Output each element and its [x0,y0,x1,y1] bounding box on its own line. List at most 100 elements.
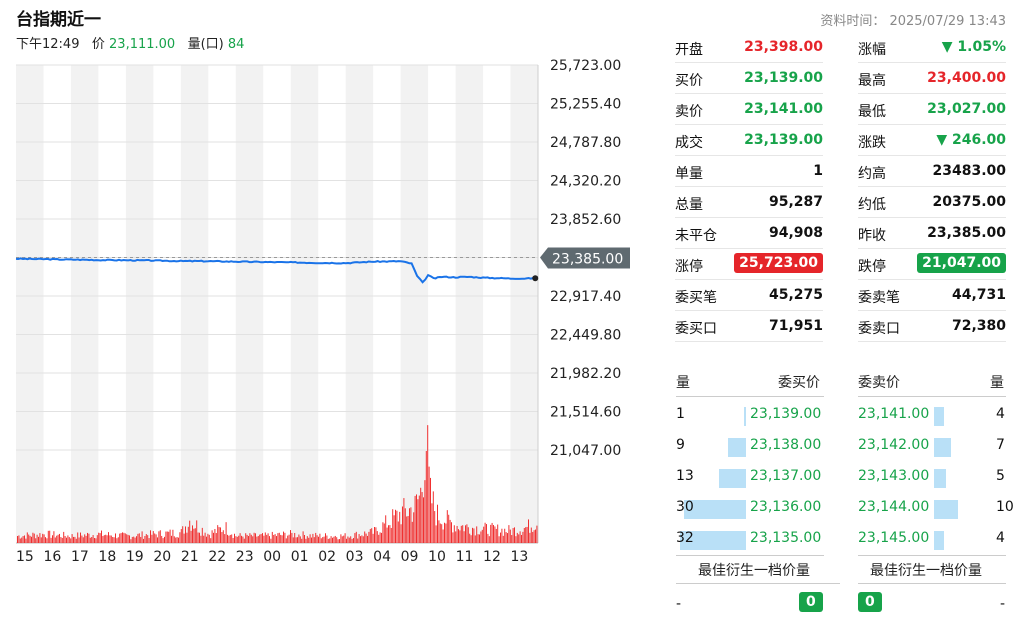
bid-depth-bar [684,500,746,519]
volume-bar [123,532,125,543]
volume-bar [229,534,231,543]
volume-bar [382,522,384,543]
volume-bar [521,534,522,543]
volume-bar [47,530,49,543]
ask-depth-bar [934,500,958,519]
volume-bar [365,533,367,543]
quote-value: 45,275 [768,287,823,303]
volume-bar [304,534,305,543]
ask-price: 23,145.00 [858,530,930,546]
volume-bar [378,534,380,543]
quote-label: 买价 [675,73,703,89]
quote-value: 23483.00 [932,163,1006,179]
data-timestamp: 资料时间： 2025/07/29 13:43 [820,14,1006,29]
volume-bar [126,534,128,543]
ask-depth-bar [934,531,944,550]
volume-bar [355,531,357,543]
volume-bar [204,532,206,543]
time-band [70,65,99,543]
x-tick-label: 15 [16,549,34,565]
quote-value: 95,287 [768,194,823,210]
volume-bar [466,524,468,543]
volume-bar [182,526,184,543]
quote-row: 委卖口 72,380 [858,311,1006,342]
row-divider [675,310,823,311]
volume-bar [473,528,475,543]
time-band [345,65,374,543]
ask-qty-header: 量 [990,375,1004,391]
bid-header-divider [676,396,824,397]
x-tick-label: 01 [291,549,309,565]
price-label: 价 [91,37,105,52]
volume-bar [270,538,272,543]
volume-bar [362,536,364,543]
volume-bar [483,526,485,543]
volume-bar [487,533,489,543]
volume-bar [85,535,87,543]
volume-bar [358,534,360,543]
volume-bar [430,477,431,543]
x-tick-label: 12 [483,549,501,565]
volume-bar [161,535,163,543]
volume-bar [312,533,314,543]
row-divider [858,124,1006,125]
volume-bar [347,536,349,543]
x-tick-label: 13 [511,549,529,565]
volume-bar [507,533,508,543]
volume-bar [410,507,412,543]
volume-bar [399,511,401,543]
quote-label: 委买口 [675,321,717,337]
volume-bar [137,533,139,543]
volume-bar [528,519,529,543]
volume-bar [385,515,387,543]
volume-bar [357,538,359,543]
ask-qty: 7 [996,437,1005,453]
volume-bar [39,533,41,543]
row-divider [858,341,1006,342]
volume-bar [435,525,437,543]
volume-bar [393,515,395,543]
quote-label: 涨幅 [858,42,886,58]
quote-value: 23,139.00 [744,132,823,148]
volume-bar [250,534,252,543]
time-band [16,65,44,543]
bid-price: 23,135.00 [750,530,822,546]
row-divider [858,310,1006,311]
volume-bar [255,533,256,543]
volume-bar [456,525,458,543]
volume-bar [138,533,140,543]
volume-bar [395,509,396,543]
volume-bar [421,492,423,543]
volume-bar [376,531,378,543]
volume-bar [56,535,58,543]
volume-bar [508,525,510,543]
ask-depth-bar [934,469,946,488]
volume-bar [494,526,496,543]
volume-bar [341,536,343,543]
quote-row: 委买笔 45,275 [675,280,823,311]
volume-bar [206,536,207,543]
volume-bar [122,532,123,543]
volume-bar [526,526,528,543]
quote-row: 开盘 23,398.00 [675,32,823,63]
volume-bar [337,539,339,543]
volume-bar [367,535,368,543]
ask-price: 23,144.00 [858,499,930,515]
quote-value: 94,908 [768,225,823,241]
volume-bar [129,535,130,543]
x-tick-label: 10 [428,549,446,565]
volume-bar [404,508,406,543]
volume-bar [417,499,419,543]
volume-bar [423,497,424,543]
volume-bar [315,532,317,543]
price-chart[interactable]: 25,723.00 25,255.40 24,787.80 24,320.20 23,8… [0,55,660,565]
volume-bar [333,536,335,543]
volume-bar [17,536,18,543]
volume-bar [99,533,101,543]
volume-bar [495,528,497,543]
quote-value: 23,398.00 [744,39,823,55]
volume-bar [481,529,483,543]
volume-bar [22,536,24,543]
volume-bar [416,494,417,543]
volume-bar [82,537,84,543]
